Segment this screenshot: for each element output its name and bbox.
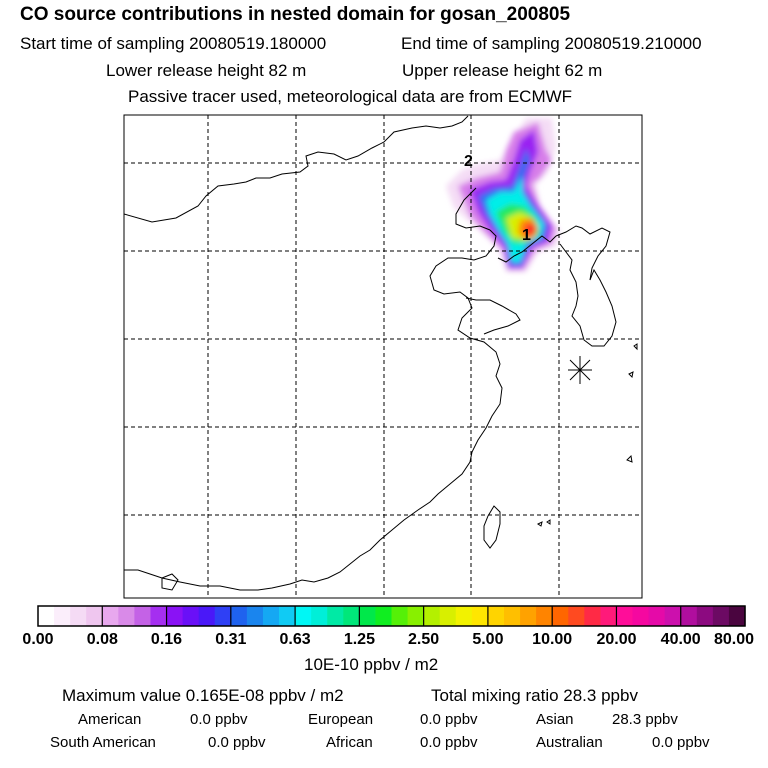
plot-title: CO source contributions in nested domain…: [20, 4, 571, 25]
mongolia-border: [124, 115, 469, 223]
island-2: [626, 454, 633, 463]
european-label: European: [308, 711, 374, 728]
lat-lon-grid: [124, 115, 642, 598]
colorbar-tick-label: 80.00: [713, 631, 755, 648]
shandong-peninsula: [465, 297, 521, 335]
korea-peninsula: [559, 243, 617, 347]
colorbar-tick-label: 0.16: [150, 631, 183, 648]
african-label: African: [326, 734, 373, 751]
island-5: [546, 519, 551, 525]
hainan: [161, 573, 179, 591]
asian-label: Asian: [536, 711, 574, 728]
liaodong-peninsula: [497, 235, 557, 263]
colorbar-tick-label: 0.00: [22, 631, 54, 648]
island-1: [628, 371, 634, 379]
american-label: American: [78, 711, 142, 728]
release-heights: Lower release height 82 m Upper release …: [106, 61, 602, 81]
lower-release-height: Lower release height 82 m: [106, 61, 307, 80]
colorbar-tick-label: 0.31: [215, 631, 247, 648]
colorbar-tick-label: 0.63: [279, 631, 311, 648]
coastlines: [124, 115, 638, 591]
european-value: 0.0 ppbv: [420, 711, 478, 728]
colorbar-tick-label: 40.00: [660, 631, 701, 648]
maximum-value: Maximum value 0.165E-08 ppbv / m2: [62, 686, 344, 705]
start-time: Start time of sampling 20080519.180000: [20, 34, 327, 53]
colorbar-tick-label: 10.00: [532, 631, 573, 648]
island-3: [633, 343, 638, 351]
receptor-star: [568, 356, 592, 384]
bohai-coast: [124, 229, 503, 591]
map-frame: [123, 114, 643, 599]
plume-red: [524, 224, 536, 236]
korea-border: [555, 225, 611, 281]
northeast-border: [455, 187, 491, 231]
sampling-times: Start time of sampling 20080519.180000 E…: [20, 34, 702, 54]
australian-label: Australian: [536, 734, 603, 751]
colorbar-tick-label: 1.25: [343, 631, 375, 648]
south-american-label: South American: [50, 734, 156, 751]
asian-value: 28.3 ppbv: [612, 711, 678, 728]
marker-label-1: 1: [522, 227, 531, 244]
taiwan: [483, 505, 501, 549]
american-value: 0.0 ppbv: [190, 711, 248, 728]
colorbar-tick-label: 5.00: [472, 631, 504, 648]
plume-field: [446, 118, 560, 272]
south-american-value: 0.0 ppbv: [208, 734, 266, 751]
island-4: [537, 521, 543, 527]
marker-label-2: 2: [464, 153, 473, 170]
colorbar-tick-label: 0.08: [86, 631, 118, 648]
end-time: End time of sampling 20080519.210000: [401, 34, 702, 53]
colorbar-tick-label: 2.50: [408, 631, 440, 648]
colorbar-units: 10E-10 ppbv / m2: [304, 655, 439, 674]
colorbar-tick-label: 20.00: [596, 631, 637, 648]
australian-value: 0.0 ppbv: [652, 734, 710, 751]
upper-release-height: Upper release height 62 m: [402, 61, 603, 80]
african-value: 0.0 ppbv: [420, 734, 478, 751]
total-mixing-ratio: Total mixing ratio 28.3 ppbv: [431, 686, 638, 705]
tracer-note: Passive tracer used, meteorological data…: [128, 87, 573, 106]
